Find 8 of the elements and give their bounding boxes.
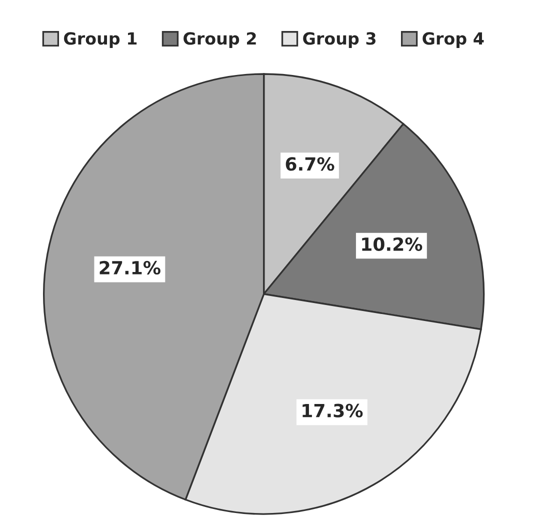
data-label: 6.7% bbox=[286, 157, 334, 171]
legend-label: Group 2 bbox=[184, 32, 256, 48]
legend-label: Group 3 bbox=[303, 32, 376, 48]
legend-label: Grop 4 bbox=[422, 32, 484, 48]
data-label: 17.3% bbox=[302, 404, 363, 418]
data-label: 27.1% bbox=[100, 260, 160, 275]
data-label: 10.2% bbox=[362, 237, 422, 252]
legend-label: Group 1 bbox=[64, 32, 137, 48]
